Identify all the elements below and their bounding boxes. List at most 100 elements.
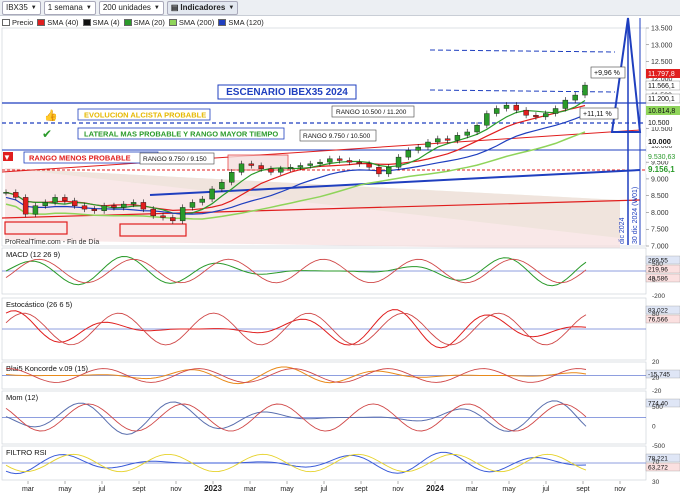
panel-value-label: 269,55 bbox=[648, 257, 668, 264]
legend-item-sma20[interactable]: SMA (20) bbox=[123, 18, 165, 27]
candle-body bbox=[130, 202, 137, 205]
pct-up2-label: +11,11 % bbox=[583, 111, 612, 118]
pct-up-label: +9,96 % bbox=[594, 70, 620, 77]
candle-body bbox=[435, 138, 441, 143]
panel-value-box bbox=[645, 305, 680, 315]
period-select[interactable]: 1 semana ▼ bbox=[43, 0, 96, 15]
x-tick-label: jul bbox=[319, 486, 327, 493]
thumbs-down-icon: ▼ bbox=[3, 153, 11, 162]
candle-body bbox=[366, 163, 372, 168]
legend-swatch bbox=[168, 19, 177, 26]
panel-title: Estocástico (26 6 5) bbox=[6, 300, 73, 309]
check-icon: ✔ bbox=[42, 127, 52, 141]
lateral-label: LATERAL MAS PROBABLE Y RANGO MAYOR TIEMP… bbox=[84, 130, 278, 139]
panel-value-box bbox=[645, 398, 680, 408]
candle-body bbox=[287, 166, 294, 170]
symbol-select[interactable]: IBX35 ▼ bbox=[2, 0, 41, 15]
x-tick-label: mar bbox=[466, 486, 479, 493]
y-tick-label: 10.500 bbox=[651, 126, 673, 133]
legend-item-price[interactable]: Precio bbox=[2, 18, 33, 27]
candle-body bbox=[346, 160, 353, 163]
candle-body bbox=[278, 168, 284, 173]
range-label-1: RANGO 10.500 / 11.200 bbox=[336, 109, 407, 116]
candle-body bbox=[160, 215, 166, 218]
y-tick-label: 8.000 bbox=[651, 210, 669, 217]
panel-value-box bbox=[645, 462, 680, 472]
legend-swatch bbox=[218, 19, 227, 26]
panel-tick-label: -20 bbox=[652, 388, 662, 395]
panel-signal-line bbox=[6, 368, 587, 383]
sma200-line bbox=[5, 131, 586, 220]
price-level-5: 10.500 bbox=[648, 120, 670, 127]
candle-body bbox=[258, 165, 264, 170]
panel-signal-line bbox=[5, 403, 587, 432]
candle-body bbox=[562, 99, 569, 109]
panel-tick-label: 0 bbox=[652, 277, 656, 284]
candle-body bbox=[415, 146, 421, 151]
candle-body bbox=[189, 202, 196, 208]
panel-series-line bbox=[5, 309, 587, 349]
y-tick-label: 13.500 bbox=[651, 26, 673, 33]
panel-title: FILTRO RSI bbox=[6, 448, 47, 457]
panel-series-line bbox=[5, 255, 587, 287]
indicator-panels: MACD (12 26 9)269,55219,9649,5865000-200… bbox=[1, 247, 680, 486]
panel-value-label: 83,022 bbox=[648, 307, 668, 314]
x-tick-label: sept bbox=[576, 486, 589, 493]
panel-tick-label: 0 bbox=[652, 424, 656, 431]
candle-body bbox=[327, 158, 333, 163]
panel-value-label: 49,586 bbox=[648, 275, 668, 282]
candle-body bbox=[199, 198, 205, 203]
candle-body bbox=[386, 166, 392, 175]
candle-body bbox=[42, 202, 48, 206]
x-tick-label: sept bbox=[132, 486, 145, 493]
panel-value-box bbox=[645, 273, 680, 283]
candle-body bbox=[336, 158, 343, 161]
panel-signal-line bbox=[5, 312, 587, 346]
source-label: ProRealTime.com - Fin de Día bbox=[5, 239, 99, 246]
legend-item-sma4[interactable]: SMA (4) bbox=[82, 18, 120, 27]
x-tick-label: sept bbox=[354, 486, 367, 493]
range-label-2: RANGO 9.750 / 10.500 bbox=[303, 133, 371, 140]
thumbs-up-icon: 👍 bbox=[44, 109, 58, 122]
x-tick-label: may bbox=[280, 486, 294, 493]
candle-body bbox=[297, 165, 304, 168]
candle-body bbox=[209, 188, 215, 200]
panel-value-box bbox=[645, 453, 680, 463]
panel-value-label: 78,221 bbox=[648, 455, 668, 462]
panel-series-line bbox=[5, 366, 587, 385]
date-marker-2: 30 dic 2024 (W01) bbox=[632, 187, 639, 244]
x-tick-label: mar bbox=[22, 486, 35, 493]
annotations: ESCENARIO IBEX35 2024 👍 EVOLUCION ALCIST… bbox=[3, 66, 639, 246]
chart-legend: Precio SMA (40) SMA (4) SMA (20) SMA (20… bbox=[0, 17, 264, 28]
panel-signal-line bbox=[5, 258, 587, 284]
candle-body bbox=[62, 197, 68, 201]
candle-body bbox=[307, 163, 313, 166]
candle-body bbox=[493, 108, 500, 114]
units-select[interactable]: 200 unidades ▼ bbox=[98, 0, 164, 15]
legend-item-sma40[interactable]: SMA (40) bbox=[37, 18, 79, 27]
x-tick-label: jul bbox=[97, 486, 105, 493]
legend-item-sma120[interactable]: SMA (120) bbox=[218, 18, 264, 27]
legend-item-sma200[interactable]: SMA (200) bbox=[168, 18, 214, 27]
panel-value-label: -15,745 bbox=[648, 371, 670, 378]
candle-body bbox=[3, 192, 9, 194]
y-tick-label: 7.000 bbox=[651, 244, 669, 251]
panel-value-label: 774,40 bbox=[648, 400, 668, 407]
price-level-8: 9.156,1 bbox=[648, 165, 675, 174]
bearish-label: RANGO MENOS PROBABLE bbox=[29, 154, 131, 163]
candle-body bbox=[22, 197, 29, 215]
y-tick-label: 10.000 bbox=[651, 143, 673, 150]
candle-body bbox=[484, 113, 490, 126]
price-candles bbox=[3, 82, 588, 224]
price-level-3: 11.200,1 bbox=[648, 96, 675, 103]
candle-body bbox=[111, 205, 117, 208]
candle-body bbox=[376, 166, 382, 175]
candle-body bbox=[140, 202, 147, 210]
candle-body bbox=[395, 156, 402, 168]
candle-body bbox=[101, 205, 107, 211]
panel-tick-label: 70 bbox=[652, 459, 660, 466]
x-tick-label: nov bbox=[614, 486, 626, 493]
indicators-button[interactable]: ▤ Indicadores ▼ bbox=[166, 0, 239, 15]
x-tick-label: 2024 bbox=[426, 484, 444, 493]
